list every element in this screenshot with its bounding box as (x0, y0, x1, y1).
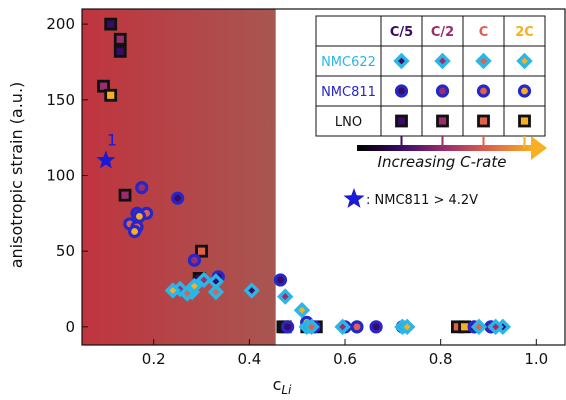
point-lno-2c (104, 88, 118, 102)
x-tick-label: 0.4 (237, 350, 261, 368)
point-lno-c-2 (113, 32, 127, 46)
legend-marker (436, 114, 449, 128)
point-lno-c-5 (113, 44, 127, 58)
point-nmc811-c-2 (135, 180, 149, 195)
point-nmc622-2c (164, 282, 182, 299)
x-axis-title-main: c (273, 375, 282, 394)
legend-column-header: C (479, 25, 489, 40)
point-nmc622-c-2 (487, 318, 504, 336)
legend-column-header: C/5 (390, 25, 413, 40)
legend-marker (518, 114, 531, 128)
c-rate-gradient-bar (357, 145, 533, 151)
x-tick-label: 0.8 (429, 350, 453, 368)
y-tick-label: 100 (46, 166, 75, 184)
point-nmc622-c (303, 318, 320, 336)
c-rate-arrow-head (531, 136, 547, 160)
point-lno-c-2 (118, 188, 132, 202)
legend-row-label: LNO (335, 115, 362, 130)
plot-frame (81, 8, 566, 346)
y-tick-label: 150 (46, 91, 75, 109)
legend-marker (435, 84, 450, 98)
legend-marker (477, 114, 490, 128)
special-point-label: 1 (107, 130, 117, 149)
point-nmc811-c-5 (281, 320, 295, 334)
axis-ticks: 0.2 0.4 0.6 0.8 1.0 0 50 100 150 200 (46, 15, 548, 368)
y-axis-title: anisotropic strain (a.u.) (7, 82, 26, 269)
point-nmc622-2c (186, 277, 203, 295)
special-point-star (96, 150, 116, 169)
point-nmc811-c-2 (187, 253, 201, 267)
data-markers: 1 (96, 17, 512, 336)
legend-marker (517, 84, 532, 98)
legend-row-label: NMC811 (321, 85, 376, 100)
legend-row-label: NMC622 (321, 55, 376, 70)
x-axis-title: cLi (273, 375, 292, 397)
point-nmc811-2c (128, 224, 142, 239)
legend-marker (395, 114, 408, 128)
legend-marker (476, 84, 491, 98)
point-nmc622-2c (398, 318, 416, 336)
point-nmc811-c (350, 320, 364, 334)
x-tick-label: 0.6 (333, 350, 357, 368)
special-point-legend: : NMC811 > 4.2V (343, 188, 478, 208)
x-tick-label: 1.0 (524, 350, 548, 368)
point-nmc622-c-2 (277, 288, 294, 305)
c-rate-gradient-legend: Increasing C-rate (357, 136, 547, 171)
point-nmc622-c-2 (334, 318, 351, 336)
legend-column-header: 2C (515, 25, 534, 40)
legend-column-header: C/2 (431, 25, 454, 40)
c-rate-gradient-label: Increasing C-rate (378, 153, 507, 171)
special-legend-star (343, 188, 365, 208)
point-nmc811-c-5 (369, 320, 383, 334)
legend-marker (393, 52, 410, 70)
point-nmc622-c (470, 318, 488, 336)
point-nmc622-c (207, 283, 225, 301)
legend-marker (516, 52, 533, 70)
point-lno-c (195, 244, 208, 258)
y-tick-label: 0 (65, 318, 75, 336)
point-lno-c-5 (104, 17, 118, 31)
point-nmc622-2c (293, 301, 311, 319)
x-tick-label: 0.2 (142, 350, 166, 368)
legend-marker (475, 52, 492, 70)
point-nmc811-c-5 (273, 273, 288, 287)
x-axis-title-subscript: Li (281, 383, 292, 397)
y-tick-label: 50 (56, 242, 75, 260)
y-tick-label: 200 (46, 15, 75, 33)
point-nmc622-c-5 (207, 273, 225, 290)
special-legend-label: : NMC811 > 4.2V (366, 193, 478, 208)
point-nmc811-c-5 (171, 191, 185, 205)
rate-material-legend: C/5 C/2 C 2C NMC622 NMC811 LNO (315, 15, 546, 137)
point-nmc811-2c (132, 209, 146, 223)
point-lno-c-2 (97, 79, 110, 93)
legend-marker (394, 84, 409, 98)
point-nmc622-c-5 (243, 282, 260, 299)
legend-marker (434, 52, 451, 70)
